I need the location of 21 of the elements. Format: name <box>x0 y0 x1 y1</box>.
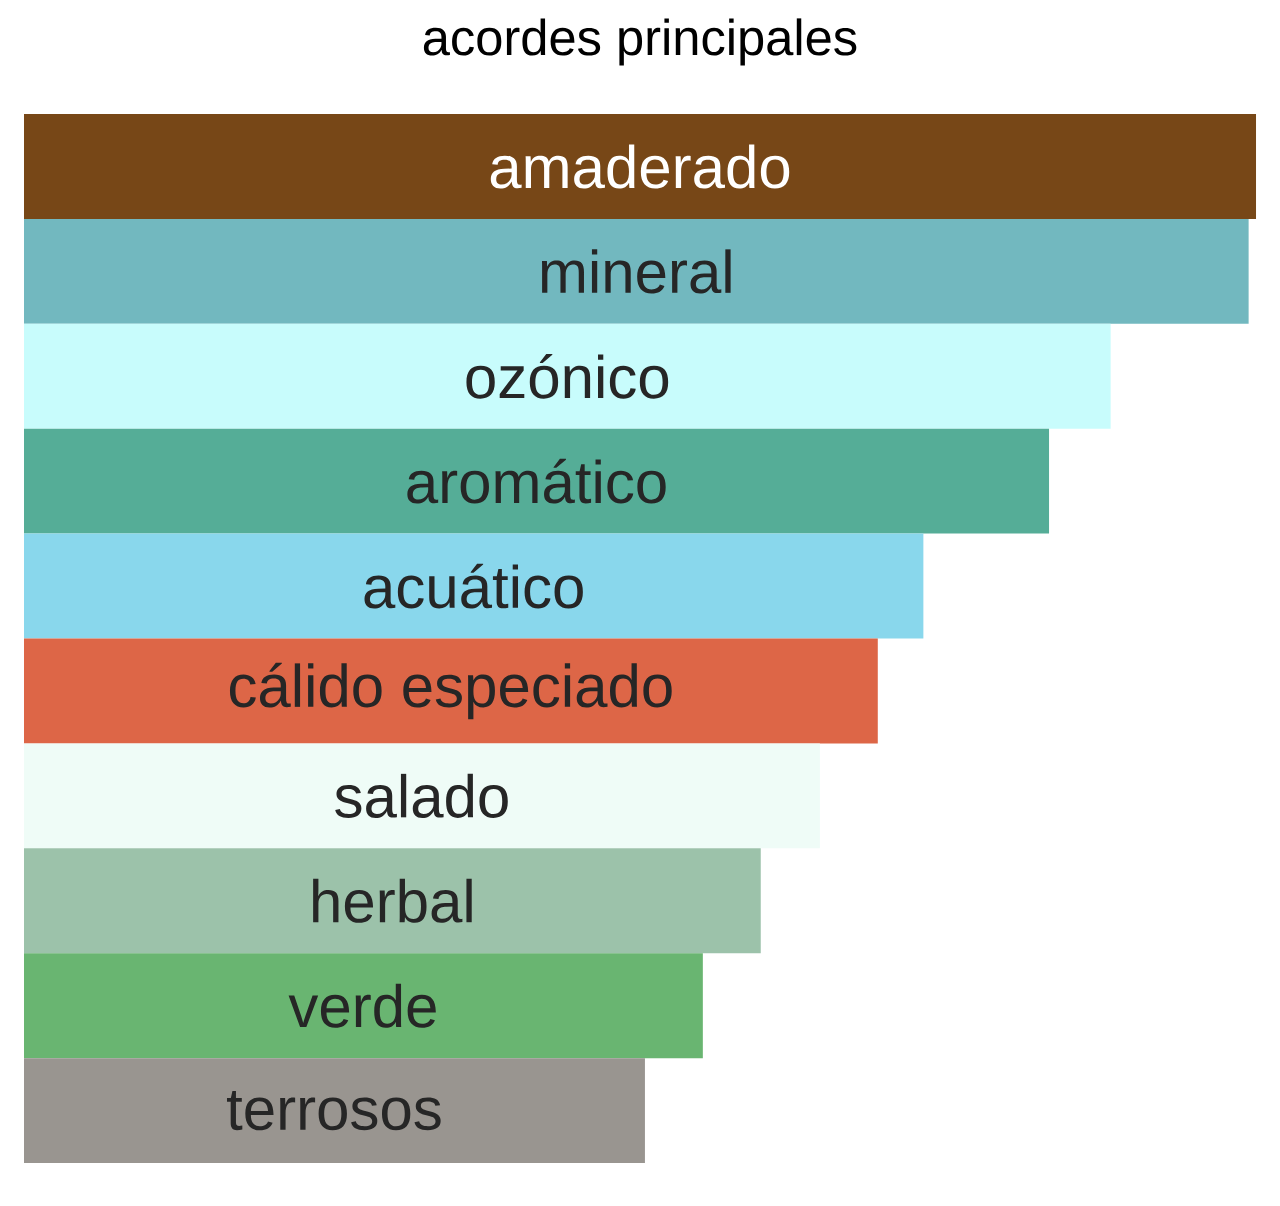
bar <box>24 638 878 744</box>
bar <box>24 114 1257 219</box>
y-tick-label: cálido especiado <box>229 662 672 720</box>
bar <box>24 218 1249 324</box>
y-tick-label: terrosos <box>227 1090 441 1131</box>
y-tick-label: ozónico <box>466 353 669 399</box>
bar <box>24 323 1111 429</box>
y-tick-label: acuático <box>364 563 583 609</box>
bar <box>24 533 924 639</box>
bar <box>24 743 820 849</box>
y-tick-label: aromático <box>407 458 666 504</box>
bar <box>24 953 703 1059</box>
y-tick-label: verde <box>288 983 436 1028</box>
chart-title: acordes principales <box>423 18 857 66</box>
y-tick-label: herbal <box>313 878 472 923</box>
y-tick-label: mineral <box>541 249 731 294</box>
y-tick-label: amaderado <box>490 144 790 189</box>
y-tick-label: salado <box>335 773 508 818</box>
bar <box>24 1058 645 1164</box>
bar <box>24 428 1050 534</box>
bar <box>24 848 761 954</box>
